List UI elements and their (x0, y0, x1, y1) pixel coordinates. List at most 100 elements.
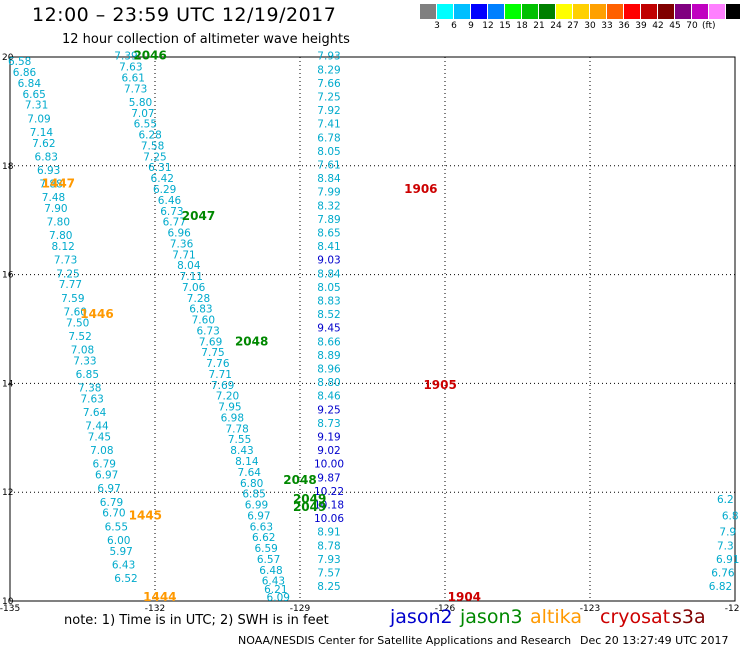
wave-height-value: 7.76 (206, 358, 230, 370)
y-tick-label: 16 (2, 271, 14, 281)
wave-height-value: 6.63 (250, 521, 273, 533)
wave-height-value: 6.86 (13, 67, 37, 79)
colorbar-label: 6 (451, 21, 457, 31)
x-tick-label: -132 (145, 604, 165, 614)
colorbar-label: 39 (635, 21, 647, 31)
pass-label: 2049 (293, 492, 326, 506)
wave-height-value: 8.52 (317, 309, 340, 321)
wave-height-value: 6.79 (100, 497, 123, 509)
wave-height-value: 7.64 (83, 407, 107, 419)
wave-height-value: 7.31 (25, 100, 48, 112)
wave-height-value: 8.29 (317, 64, 340, 76)
y-tick-label: 10 (2, 597, 14, 607)
wave-height-value: 7.44 (85, 421, 109, 433)
wave-height-value: 8.41 (317, 241, 340, 253)
wave-height-value: 8.43 (230, 445, 253, 457)
wave-height-value: 8.05 (317, 146, 340, 158)
wave-height-value: 5.97 (109, 546, 132, 558)
wave-height-value: 6.43 (262, 576, 285, 588)
legend-altika: altika (530, 606, 582, 628)
colorbar-swatch (675, 4, 692, 19)
wave-height-value: 6.84 (18, 78, 42, 90)
legend-cryosat: cryosat (600, 606, 671, 628)
pass-label: 1444 (143, 590, 176, 604)
wave-height-value: 7.48 (42, 192, 65, 204)
wave-height-value: 6.82 (709, 581, 732, 593)
wave-height-value: 7.80 (47, 217, 70, 229)
wave-height-value: 7.71 (209, 369, 232, 381)
wave-height-value: 8.66 (317, 336, 341, 348)
timestamp: Dec 20 13:27:49 UTC 2017 (580, 634, 729, 647)
colorbar-label: 45 (669, 21, 681, 31)
wave-height-value: 6.55 (105, 521, 128, 533)
pass-label: 1446 (80, 307, 113, 321)
wave-height-value: 6.76 (711, 568, 735, 580)
wave-height-value: 7.25 (143, 151, 166, 163)
wave-height-value: 6.80 (240, 478, 263, 490)
wave-height-value: 6.93 (37, 165, 60, 177)
colorbar-label: 30 (584, 21, 596, 31)
wave-height-value: 6.73 (196, 325, 219, 337)
wave-height-value: 6.09 (267, 592, 290, 604)
wave-height-value: 7.92 (317, 105, 340, 117)
wave-height-value: 7.95 (218, 402, 241, 414)
colorbar-label: 21 (533, 21, 545, 31)
wave-height-value: 7.45 (88, 432, 111, 444)
wave-height-value: 6.98 (221, 412, 244, 424)
colorbar-swatch (420, 4, 437, 19)
x-tick-label: -126 (435, 604, 456, 614)
wave-height-value: 7.25 (56, 268, 79, 280)
wave-height-value: 7.39 (114, 51, 137, 63)
wave-height-value: 6.31 (148, 162, 171, 174)
legend-jason3: jason3 (460, 606, 523, 628)
wave-height-value: 8.05 (317, 282, 340, 294)
wave-height-value: 6.65 (22, 89, 45, 101)
colorbar-label: 24 (550, 21, 562, 31)
wave-height-value: 8.78 (317, 540, 340, 552)
wave-height-value: 7.59 (61, 293, 84, 305)
wave-height-value: 10.18 (314, 500, 344, 512)
wave-height-value: 6.97 (97, 483, 120, 495)
wave-height-value: 7.77 (59, 279, 82, 291)
colorbar-swatch (607, 4, 624, 19)
wave-height-value: 6.96 (167, 228, 191, 240)
colorbar-swatch (539, 4, 556, 19)
wave-height-value: 6.00 (107, 535, 130, 547)
wave-height-value: 7.63 (80, 393, 103, 405)
pass-label: 2048 (235, 334, 268, 348)
legend-s3a: s3a (672, 606, 706, 628)
wave-height-value: 7.11 (180, 271, 203, 283)
colorbar-swatch (726, 4, 740, 19)
wave-height-value: 8.12 (51, 241, 74, 253)
wave-height-value: 6.55 (134, 119, 157, 131)
wave-height-value: 7.88 (39, 179, 62, 191)
colorbar-unit: (ft) (702, 21, 716, 31)
wave-height-value: 7.06 (182, 282, 206, 294)
wave-height-value: 6.78 (317, 132, 340, 144)
wave-height-value: 6.83 (35, 151, 58, 163)
colorbar-swatch (556, 4, 573, 19)
wave-height-value: 6.29 (153, 184, 176, 196)
colorbar-label: 70 (686, 21, 698, 31)
colorbar-label: 9 (468, 21, 474, 31)
wave-height-value: 7.50 (66, 317, 89, 329)
colorbar-label: 27 (567, 21, 579, 31)
units-note: note: 1) Time is in UTC; 2) SWH is in fe… (64, 613, 329, 628)
wave-height-value: 8.04 (177, 260, 201, 272)
wave-height-value: 7.64 (238, 467, 262, 479)
wave-height-value: 7.93 (317, 554, 340, 566)
wave-height-value: 9.02 (317, 445, 340, 457)
y-tick-label: 14 (2, 379, 14, 389)
wave-height-value: 6.83 (189, 304, 212, 316)
wave-height-value: 6.85 (76, 369, 99, 381)
colorbar-swatch (454, 4, 471, 19)
wave-height-value: 6.57 (257, 554, 280, 566)
y-tick-label: 20 (2, 53, 14, 63)
wave-height-value: 7.69 (199, 336, 222, 348)
wave-height-value: 7.52 (68, 331, 91, 343)
map-title: 12:00 – 23:59 UTC 12/19/2017 (32, 4, 337, 26)
pass-label: 1906 (404, 182, 437, 196)
wave-height-value: 9.19 (317, 432, 340, 444)
wave-height-value: 6.58 (8, 56, 31, 68)
